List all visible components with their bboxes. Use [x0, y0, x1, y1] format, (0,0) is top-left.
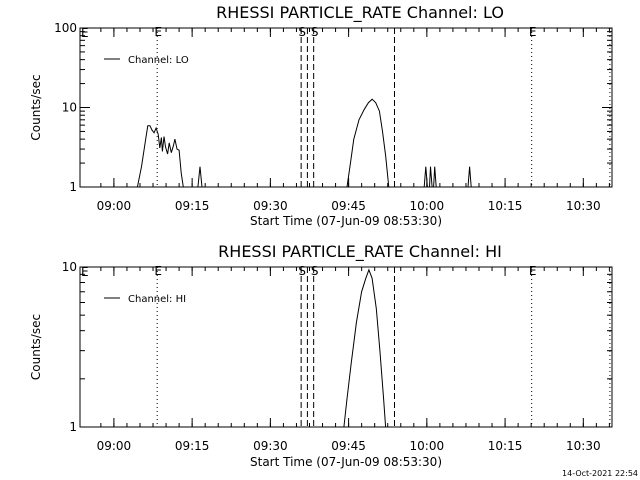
event-line-label: S: [298, 264, 306, 278]
y-tick-label: 10: [62, 101, 77, 115]
x-tick-label: 09:45: [331, 439, 366, 453]
data-series-line: [136, 98, 472, 188]
edge-event-label: E: [81, 26, 89, 40]
legend-label: Channel: HI: [128, 294, 186, 305]
x-tick-label: 10:00: [410, 439, 445, 453]
x-axis-label: Start Time (07-Jun-09 08:53:30): [250, 214, 442, 228]
x-tick-label: 09:00: [97, 199, 132, 213]
event-line-label: S: [311, 264, 319, 278]
x-tick-label: 10:15: [488, 439, 523, 453]
edge-event-label: E: [81, 265, 89, 279]
generation-timestamp: 14-Oct-2021 22:54: [562, 469, 638, 478]
y-tick-label: 100: [54, 21, 77, 35]
x-tick-label: 09:45: [331, 199, 366, 213]
y-tick-label: 10: [62, 260, 77, 274]
event-line-label: E: [529, 264, 537, 278]
plot-frame: [79, 27, 613, 188]
y-axis-label: Counts/sec: [29, 314, 43, 380]
x-tick-label: 10:30: [566, 199, 601, 213]
chart-panel-hi: RHESSI PARTICLE_RATE Channel: HI 10 1 09:00…: [29, 242, 613, 469]
x-tick-label: 09:30: [253, 199, 288, 213]
chart-title: RHESSI PARTICLE_RATE Channel: LO: [216, 3, 504, 23]
x-tick-label: 10:15: [488, 199, 523, 213]
x-tick-label: 09:00: [97, 439, 132, 453]
event-line-label: E: [529, 25, 537, 39]
x-axis-label: Start Time (07-Jun-09 08:53:30): [250, 455, 442, 469]
plot-frame: [79, 266, 613, 428]
event-line-label: E: [154, 25, 162, 39]
chart-panel-lo: RHESSI PARTICLE_RATE Channel: LO 100 10 1 09…: [29, 3, 613, 228]
event-line-label: E: [154, 264, 162, 278]
x-tick-label: 09:15: [175, 199, 210, 213]
event-line-label: S: [311, 25, 319, 39]
data-series-line: [343, 268, 387, 428]
x-tick-label: 09:30: [253, 439, 288, 453]
legend-label: Channel: LO: [128, 55, 189, 66]
y-tick-label: 1: [69, 420, 77, 434]
x-tick-label: 10:00: [410, 199, 445, 213]
x-tick-label: 10:30: [566, 439, 601, 453]
y-axis-label: Counts/sec: [29, 74, 43, 140]
x-tick-label: 09:15: [175, 439, 210, 453]
chart-title: RHESSI PARTICLE_RATE Channel: HI: [218, 242, 502, 262]
y-tick-label: 1: [69, 180, 77, 194]
event-line-label: S: [298, 25, 306, 39]
